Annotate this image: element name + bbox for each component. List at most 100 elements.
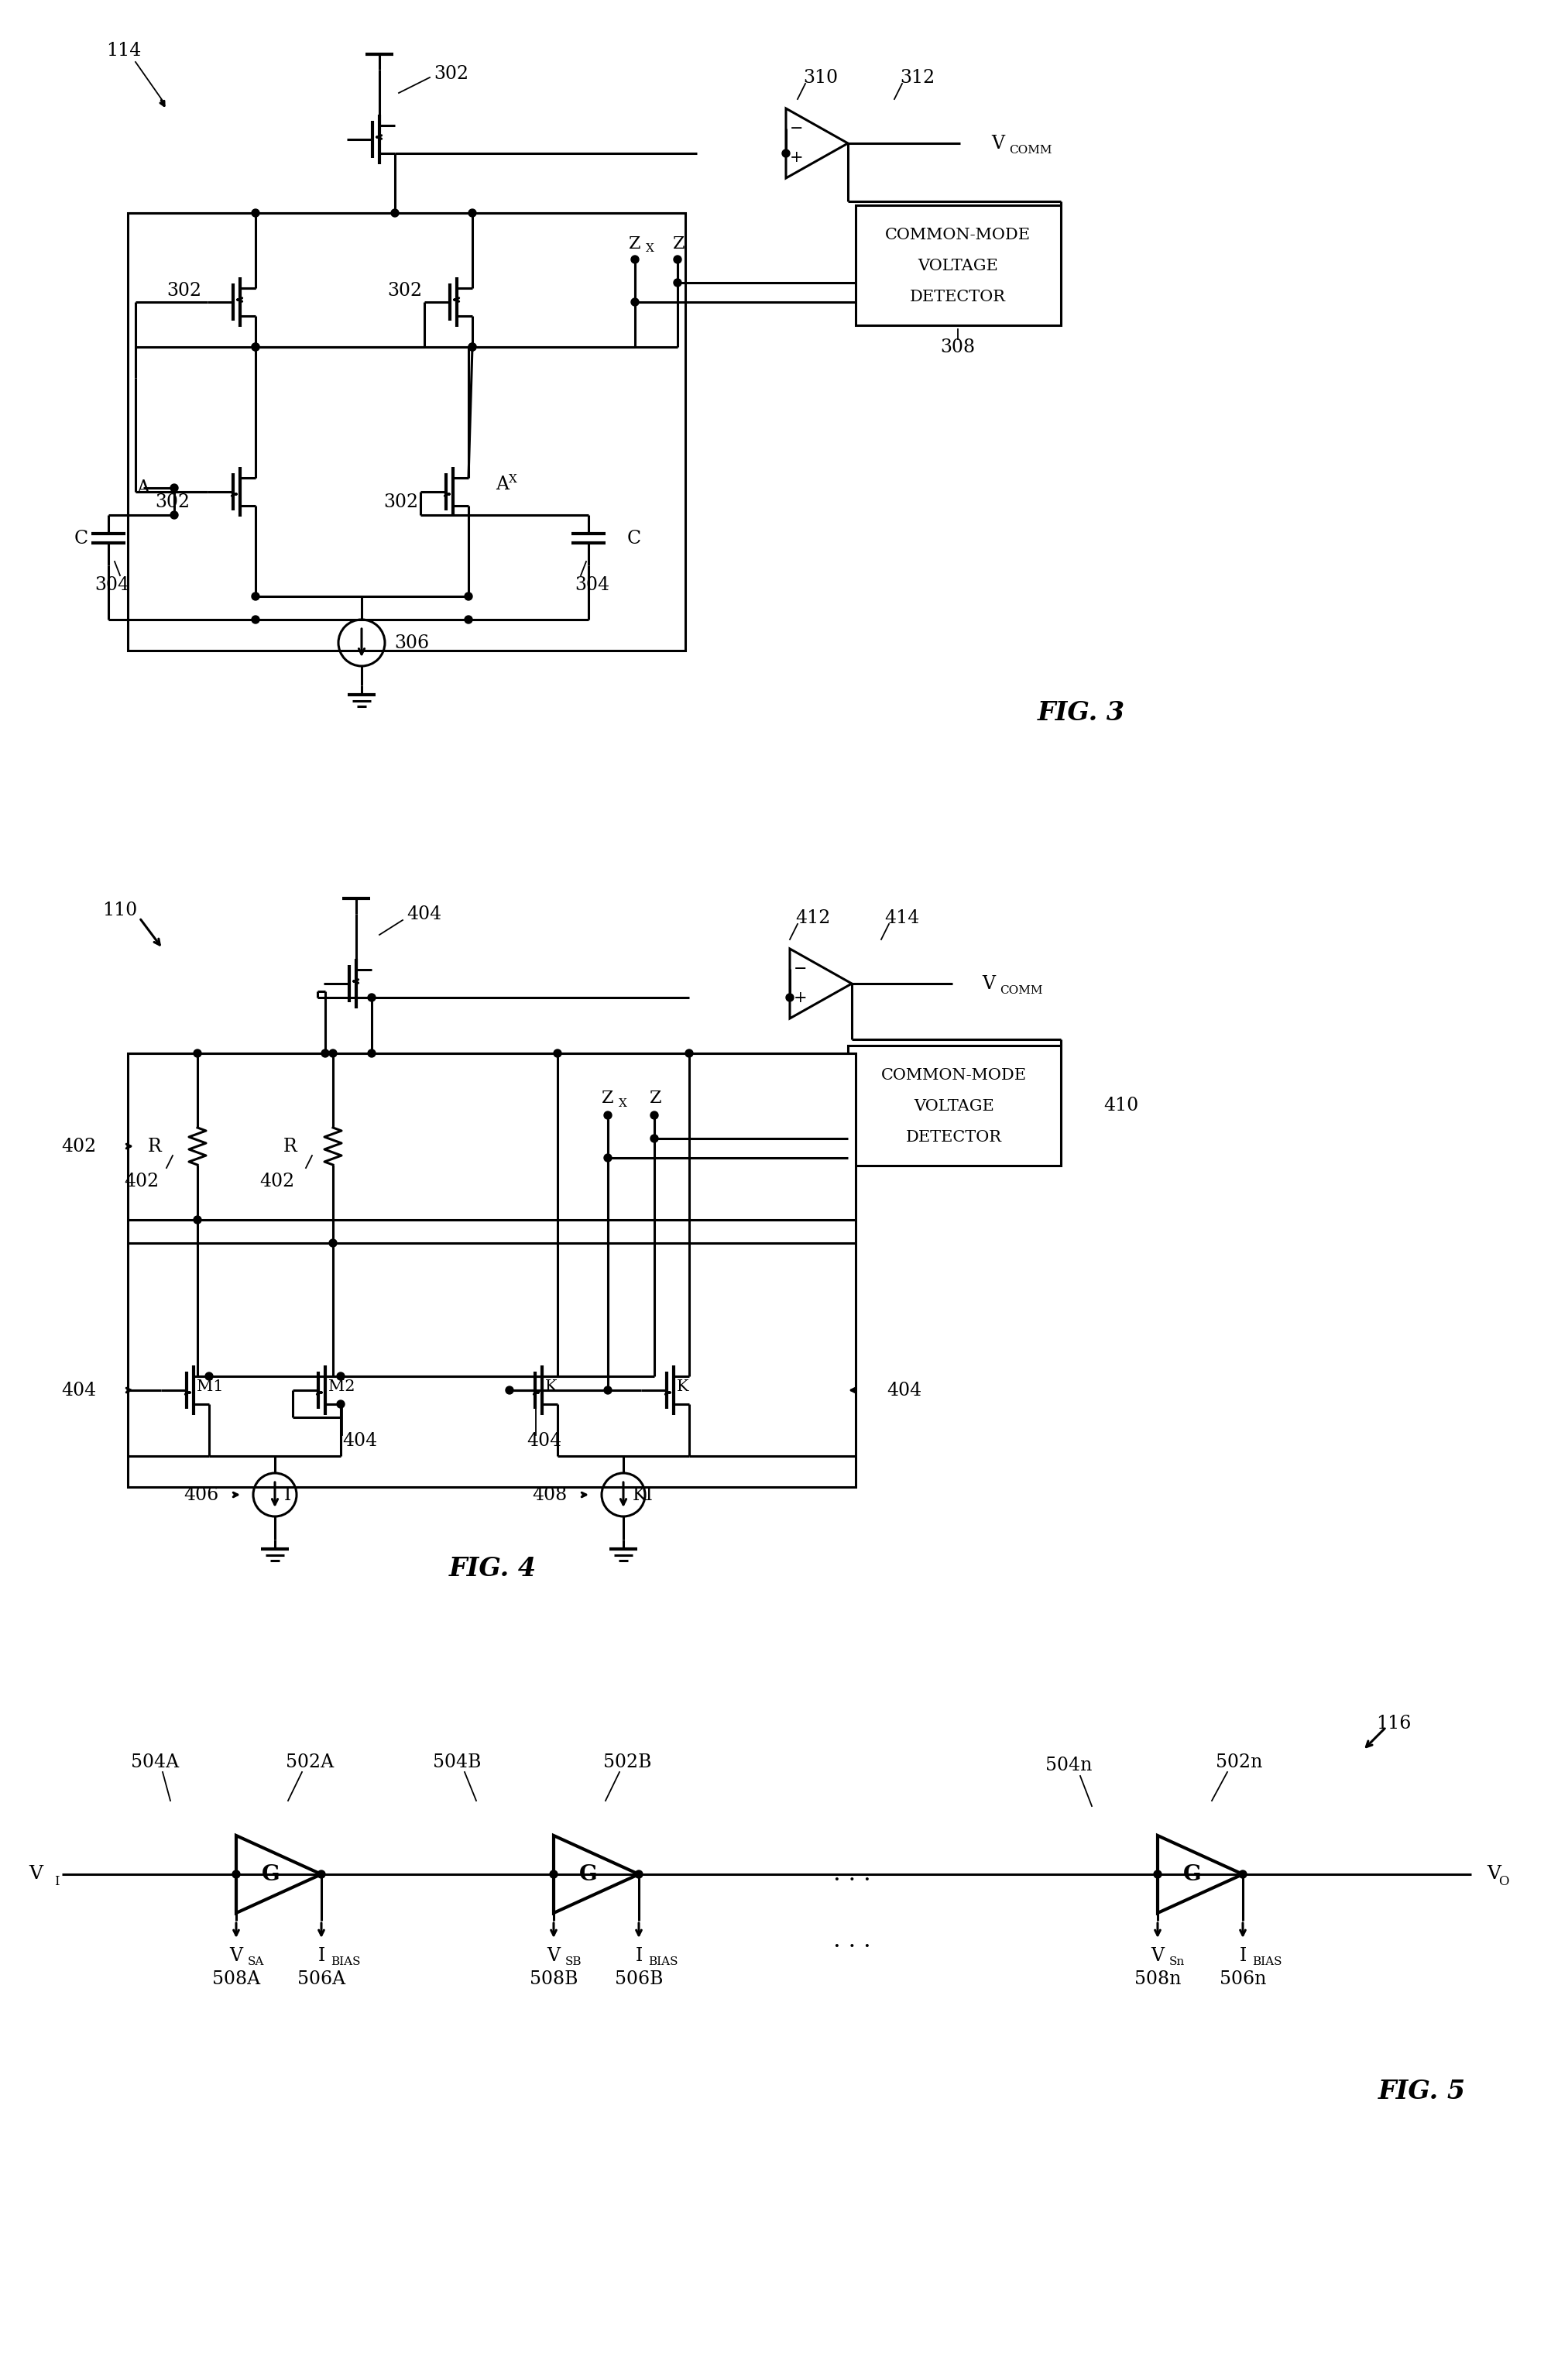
Circle shape (368, 1050, 375, 1057)
Circle shape (251, 209, 259, 217)
Text: I: I (284, 1485, 292, 1504)
Text: K: K (544, 1378, 557, 1395)
Circle shape (318, 1871, 326, 1878)
Text: −: − (789, 121, 803, 136)
Circle shape (251, 616, 259, 624)
Circle shape (631, 298, 639, 307)
Circle shape (631, 255, 639, 264)
Text: R: R (147, 1138, 161, 1154)
Text: M2: M2 (329, 1378, 355, 1395)
Circle shape (329, 1240, 337, 1247)
Text: 404: 404 (62, 1380, 96, 1399)
Text: 404: 404 (406, 904, 442, 923)
Circle shape (673, 255, 681, 264)
Text: I: I (318, 1947, 324, 1964)
Text: 502A: 502A (285, 1754, 333, 1771)
Text: I: I (636, 1947, 642, 1964)
Text: 408: 408 (532, 1485, 568, 1504)
Text: 404: 404 (343, 1433, 377, 1449)
Text: V: V (548, 1947, 560, 1964)
Text: Z: Z (650, 1090, 662, 1107)
Circle shape (650, 1111, 658, 1119)
Text: 502B: 502B (603, 1754, 651, 1771)
Text: 508B: 508B (529, 1971, 579, 1987)
Text: SA: SA (248, 1956, 264, 1968)
Text: 302: 302 (434, 64, 468, 83)
Text: Sn: Sn (1169, 1956, 1185, 1968)
Circle shape (603, 1385, 611, 1395)
Text: 402: 402 (62, 1138, 96, 1154)
Text: O: O (1498, 1875, 1509, 1887)
Text: FIG. 4: FIG. 4 (450, 1557, 537, 1580)
Text: 506B: 506B (614, 1971, 662, 1987)
Text: BIAS: BIAS (330, 1956, 360, 1968)
Text: 312: 312 (900, 69, 935, 86)
Text: 402: 402 (259, 1173, 295, 1190)
Bar (848, 1045, 1061, 1166)
Text: R: R (284, 1138, 298, 1154)
Circle shape (468, 343, 476, 350)
Text: G: G (1183, 1864, 1202, 1885)
Circle shape (171, 512, 178, 519)
Text: 502n: 502n (1216, 1754, 1263, 1771)
Text: I: I (54, 1875, 59, 1887)
Circle shape (1239, 1871, 1247, 1878)
Circle shape (465, 593, 473, 600)
Circle shape (251, 593, 259, 600)
Text: +: + (794, 990, 808, 1007)
Text: 506A: 506A (298, 1971, 346, 1987)
Text: Z: Z (673, 236, 686, 252)
Text: 410: 410 (1103, 1097, 1138, 1114)
Text: V: V (991, 133, 1005, 152)
Circle shape (634, 1871, 642, 1878)
Circle shape (329, 1050, 337, 1057)
Circle shape (603, 1111, 611, 1119)
Text: X: X (619, 1097, 627, 1109)
Text: . . .: . . . (833, 1928, 870, 1952)
Text: 414: 414 (884, 909, 920, 926)
Circle shape (506, 1385, 513, 1395)
Circle shape (782, 150, 789, 157)
Circle shape (391, 209, 399, 217)
Text: 508A: 508A (212, 1971, 261, 1987)
Bar (127, 212, 686, 650)
Circle shape (554, 1050, 561, 1057)
Text: 504n: 504n (1045, 1756, 1092, 1775)
Circle shape (786, 995, 794, 1002)
Text: +: + (789, 150, 803, 164)
Circle shape (321, 1050, 329, 1057)
Circle shape (650, 1135, 658, 1142)
Text: 304: 304 (575, 576, 610, 593)
Text: 406: 406 (185, 1485, 219, 1504)
Circle shape (233, 1871, 240, 1878)
Circle shape (465, 616, 473, 624)
Text: 504B: 504B (433, 1754, 481, 1771)
Text: VOLTAGE: VOLTAGE (914, 1100, 994, 1114)
Text: SB: SB (565, 1956, 582, 1968)
Text: 302: 302 (155, 493, 189, 512)
Text: 306: 306 (394, 633, 430, 652)
Text: 116: 116 (1376, 1714, 1411, 1733)
Text: A: A (136, 478, 150, 497)
Text: V: V (28, 1866, 42, 1883)
Bar (127, 1054, 856, 1488)
Text: FIG. 5: FIG. 5 (1379, 2078, 1466, 2104)
Circle shape (171, 483, 178, 493)
Text: 404: 404 (526, 1433, 561, 1449)
Text: −: − (794, 962, 808, 976)
Text: COMMON-MODE: COMMON-MODE (886, 228, 1031, 243)
Text: A: A (496, 476, 509, 493)
Text: C: C (74, 528, 88, 547)
Text: G: G (580, 1864, 597, 1885)
Text: COMM: COMM (1000, 985, 1042, 995)
Text: K: K (676, 1378, 689, 1395)
Text: V: V (1151, 1947, 1165, 1964)
Circle shape (251, 343, 259, 350)
Circle shape (205, 1373, 212, 1380)
Text: FIG. 3: FIG. 3 (1038, 700, 1124, 726)
Text: Z: Z (602, 1090, 614, 1107)
Text: 402: 402 (124, 1173, 158, 1190)
Text: 412: 412 (796, 909, 831, 926)
Circle shape (194, 1216, 202, 1223)
Text: 302: 302 (383, 493, 419, 512)
